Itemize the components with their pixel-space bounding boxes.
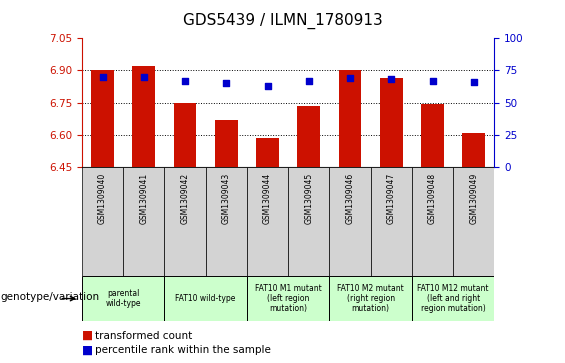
Text: GSM1309042: GSM1309042 [181,172,189,224]
Bar [256,138,279,167]
Bar [164,167,206,276]
Bar [329,276,412,321]
Text: ■: ■ [82,329,93,342]
Text: GSM1309043: GSM1309043 [222,172,231,224]
Bar [206,167,247,276]
Text: GSM1309046: GSM1309046 [346,172,354,224]
Bar [462,132,485,167]
Text: FAT10 M2 mutant
(right region
mutation): FAT10 M2 mutant (right region mutation) [337,284,404,314]
Text: parental
wild-type: parental wild-type [106,289,141,308]
Text: GSM1309047: GSM1309047 [387,172,396,224]
Text: GSM1309040: GSM1309040 [98,172,107,224]
Bar [412,167,453,276]
Bar [123,167,164,276]
Bar [82,167,123,276]
Point [428,78,437,83]
Text: GSM1309045: GSM1309045 [305,172,313,224]
Bar [421,103,444,167]
Text: FAT10 M12 mutant
(left and right
region mutation): FAT10 M12 mutant (left and right region … [418,284,489,314]
Text: FAT10 M1 mutant
(left region
mutation): FAT10 M1 mutant (left region mutation) [255,284,321,314]
Bar [82,276,164,321]
Point [221,80,231,86]
Text: GSM1309049: GSM1309049 [470,172,478,224]
Text: genotype/variation: genotype/variation [0,292,99,302]
Point [181,78,190,83]
Bar [132,66,155,167]
Bar [288,167,329,276]
Bar [453,167,494,276]
Text: FAT10 wild-type: FAT10 wild-type [176,294,236,303]
Bar [91,70,114,167]
Bar [380,78,403,167]
Bar [338,70,362,167]
Bar [173,102,197,167]
Bar [297,106,320,167]
Text: GDS5439 / ILMN_1780913: GDS5439 / ILMN_1780913 [182,13,383,29]
Text: ■: ■ [82,344,93,357]
Text: GSM1309048: GSM1309048 [428,172,437,224]
Bar [215,120,238,167]
Point [346,75,355,81]
Text: GSM1309044: GSM1309044 [263,172,272,224]
Text: percentile rank within the sample: percentile rank within the sample [95,345,271,355]
Bar [247,167,288,276]
Point [98,74,107,79]
Bar [329,167,371,276]
Bar [412,276,494,321]
Bar [371,167,412,276]
Point [139,74,148,79]
Point [263,83,272,89]
Text: transformed count: transformed count [95,331,192,341]
Point [305,78,314,83]
Text: GSM1309041: GSM1309041 [140,172,148,224]
Point [387,77,396,82]
Bar [247,276,329,321]
Point [470,79,479,85]
Bar [164,276,247,321]
